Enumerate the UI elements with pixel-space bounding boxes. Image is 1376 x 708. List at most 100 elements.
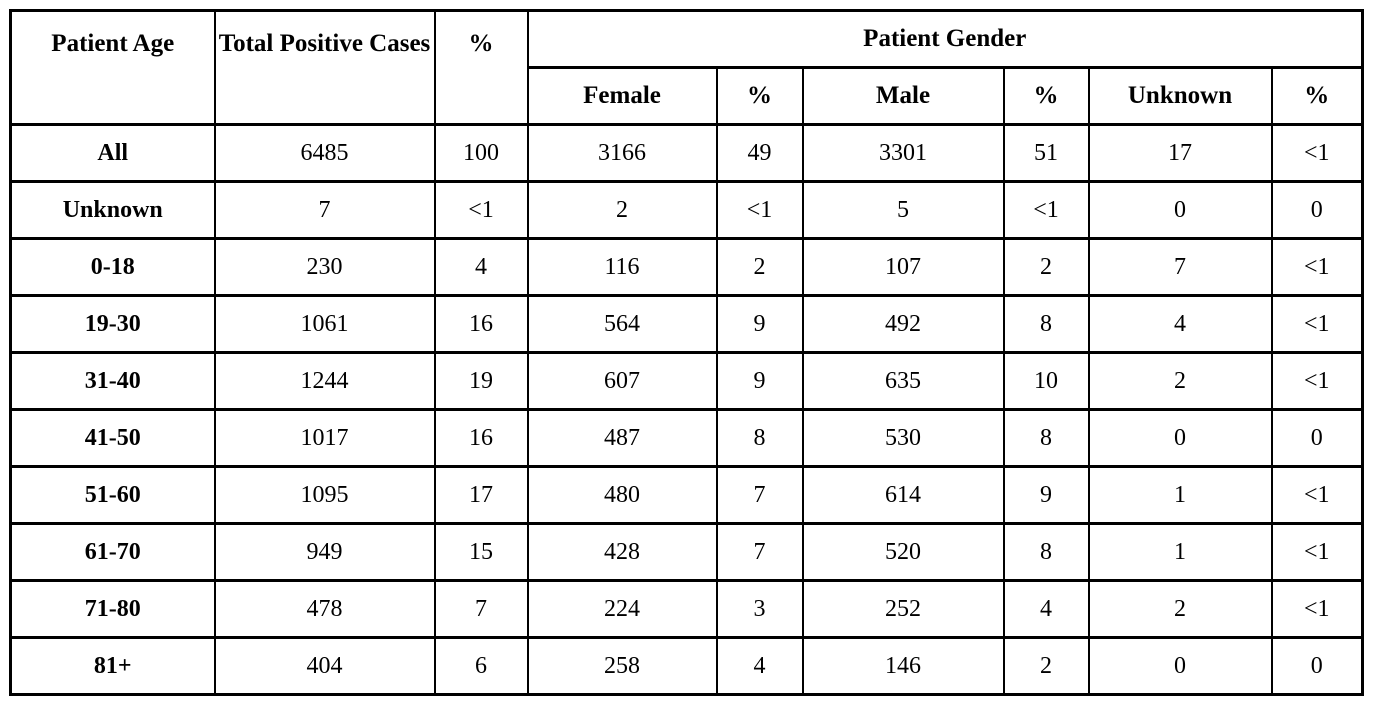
- table-cell: 1: [1087, 522, 1273, 582]
- table-cell: <1: [715, 180, 804, 240]
- table-cell: 224: [526, 579, 718, 639]
- patient-cases-table: Patient Age Total Positive Cases % Patie…: [9, 9, 1365, 696]
- table-row: 19-30 1061 16 564 9 492 8 4 <1: [9, 294, 1364, 354]
- table-row: 81+ 404 6 258 4 146 2 0 0: [9, 636, 1364, 696]
- row-header-age-group: 31-40: [9, 351, 216, 411]
- table-row: All 6485 100 3166 49 3301 51 17 <1: [9, 123, 1364, 183]
- table-cell: 17: [433, 465, 529, 525]
- column-header-patient-age: Patient Age: [9, 9, 216, 126]
- row-header-age-group: 71-80: [9, 579, 216, 639]
- table-cell: 0: [1270, 408, 1364, 468]
- table-cell: 7: [1087, 237, 1273, 297]
- table-cell: 9: [715, 351, 804, 411]
- row-header-age-group: 81+: [9, 636, 216, 696]
- table-cell: <1: [1270, 465, 1364, 525]
- table-body: All 6485 100 3166 49 3301 51 17 <1 Unknown 7 <1 2 <1 5…: [9, 123, 1364, 696]
- table-row: Unknown 7 <1 2 <1 5 <1 0 0: [9, 180, 1364, 240]
- table-cell: 1017: [213, 408, 436, 468]
- row-header-age-group: 0-18: [9, 237, 216, 297]
- table-cell: 5: [801, 180, 1005, 240]
- table-cell: 6: [433, 636, 529, 696]
- row-header-age-group: 51-60: [9, 465, 216, 525]
- table-cell: 3166: [526, 123, 718, 183]
- header-row-top: Patient Age Total Positive Cases % Patie…: [9, 9, 1364, 126]
- table-cell: 107: [801, 237, 1005, 297]
- table-cell: 49: [715, 123, 804, 183]
- table-cell: <1: [433, 180, 529, 240]
- table-row: 31-40 1244 19 607 9 635 10 2 <1: [9, 351, 1364, 411]
- header-row-sub: Female % Male % Unknown %: [11, 66, 1364, 126]
- table-cell: 16: [433, 408, 529, 468]
- table-cell: 530: [801, 408, 1005, 468]
- table-cell: 3301: [801, 123, 1005, 183]
- table-cell: 949: [213, 522, 436, 582]
- table-cell: 258: [526, 636, 718, 696]
- table-cell: 16: [433, 294, 529, 354]
- table-cell: 1061: [213, 294, 436, 354]
- table-cell: 7: [433, 579, 529, 639]
- table-cell: 478: [213, 579, 436, 639]
- table-header: Patient Age Total Positive Cases % Patie…: [9, 9, 1364, 126]
- table-cell: 614: [801, 465, 1005, 525]
- table-cell: <1: [1002, 180, 1090, 240]
- table-row: 51-60 1095 17 480 7 614 9 1 <1: [9, 465, 1364, 525]
- table-cell: 252: [801, 579, 1005, 639]
- column-header-unknown: Unknown: [1087, 66, 1273, 126]
- column-header-male: Male: [801, 66, 1005, 126]
- table-cell: 492: [801, 294, 1005, 354]
- row-header-age-group: 61-70: [9, 522, 216, 582]
- table-cell: 404: [213, 636, 436, 696]
- table-cell: 564: [526, 294, 718, 354]
- table-cell: 7: [715, 465, 804, 525]
- table-cell: 8: [715, 408, 804, 468]
- table-row: 61-70 949 15 428 7 520 8 1 <1: [9, 522, 1364, 582]
- table-cell: 4: [1087, 294, 1273, 354]
- table-cell: 51: [1002, 123, 1090, 183]
- table-cell: 428: [526, 522, 718, 582]
- table-cell: 2: [1002, 636, 1090, 696]
- table-cell: 2: [715, 237, 804, 297]
- row-header-age-group: All: [9, 123, 216, 183]
- table-row: 71-80 478 7 224 3 252 4 2 <1: [9, 579, 1364, 639]
- table-cell: 3: [715, 579, 804, 639]
- column-header-total-percent: %: [433, 9, 529, 126]
- table-cell: 0: [1270, 636, 1364, 696]
- table-cell: 15: [433, 522, 529, 582]
- table-cell: 9: [715, 294, 804, 354]
- table-cell: <1: [1270, 522, 1364, 582]
- table-cell: 7: [715, 522, 804, 582]
- table-cell: 607: [526, 351, 718, 411]
- table-cell: 6485: [213, 123, 436, 183]
- table-cell: 4: [1002, 579, 1090, 639]
- table-cell: 4: [433, 237, 529, 297]
- table-row: 0-18 230 4 116 2 107 2 7 <1: [9, 237, 1364, 297]
- table-cell: 1244: [213, 351, 436, 411]
- table-cell: 116: [526, 237, 718, 297]
- table-cell: 2: [1002, 237, 1090, 297]
- table-cell: 10: [1002, 351, 1090, 411]
- table-cell: 1095: [213, 465, 436, 525]
- table-cell: 2: [1087, 351, 1273, 411]
- row-header-age-group: 41-50: [9, 408, 216, 468]
- row-header-age-group: Unknown: [9, 180, 216, 240]
- table-cell: 635: [801, 351, 1005, 411]
- table-cell: 1: [1087, 465, 1273, 525]
- table-cell: 0: [1087, 636, 1273, 696]
- table-cell: 8: [1002, 294, 1090, 354]
- table-cell: 487: [526, 408, 718, 468]
- table-cell: 2: [1087, 579, 1273, 639]
- table-cell: 480: [526, 465, 718, 525]
- table-cell: 8: [1002, 522, 1090, 582]
- table-cell: 520: [801, 522, 1005, 582]
- table-cell: <1: [1270, 237, 1364, 297]
- table-row: 41-50 1017 16 487 8 530 8 0 0: [9, 408, 1364, 468]
- column-header-total-positive-cases: Total Positive Cases: [213, 9, 436, 126]
- column-header-male-percent: %: [1002, 66, 1090, 126]
- table-cell: <1: [1270, 123, 1364, 183]
- table-cell: 230: [213, 237, 436, 297]
- table-cell: <1: [1270, 294, 1364, 354]
- column-header-female-percent: %: [715, 66, 804, 126]
- column-header-female: Female: [526, 66, 718, 126]
- table-cell: 19: [433, 351, 529, 411]
